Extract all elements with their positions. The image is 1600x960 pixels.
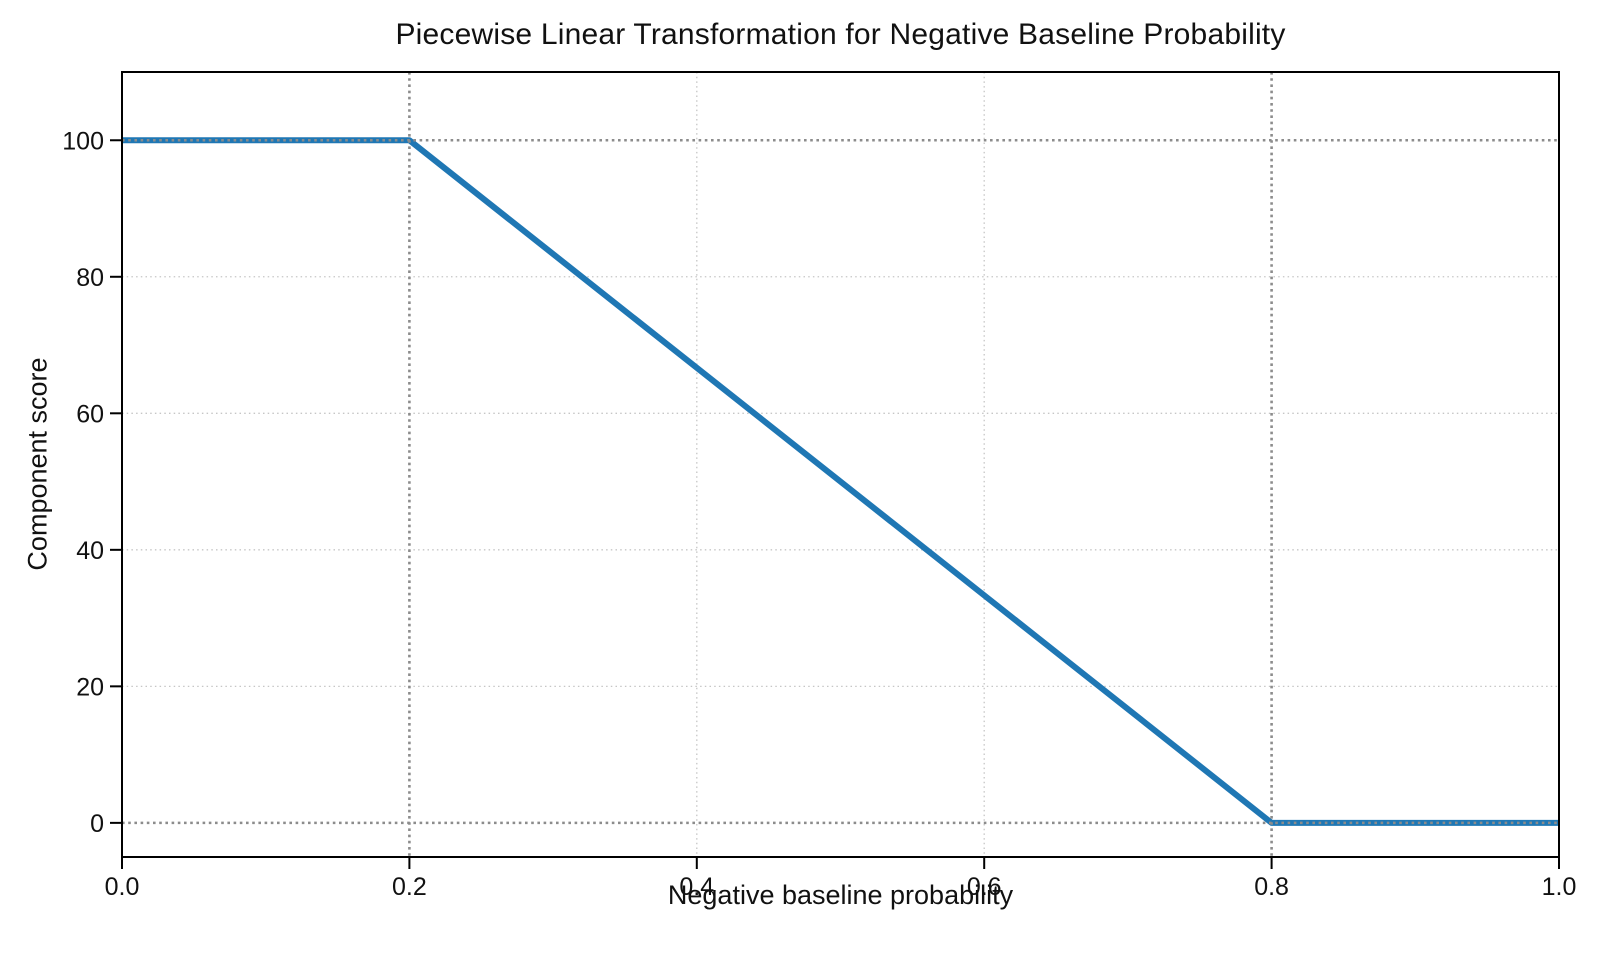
y-tick-label: 20 xyxy=(76,673,104,701)
y-axis-label: Component score xyxy=(22,357,53,571)
axes-spines xyxy=(121,71,1560,858)
series-line xyxy=(122,137,1559,826)
x-tick-label: 1.0 xyxy=(1542,873,1577,901)
x-tick-label: 0.8 xyxy=(1254,873,1289,901)
x-tick-label: 0.6 xyxy=(967,873,1002,901)
chart-title: Piecewise Linear Transformation for Nega… xyxy=(395,18,1286,51)
x-tick-label: 0.4 xyxy=(679,873,714,901)
x-tick-label: 0.2 xyxy=(392,873,427,901)
y-tick-label: 0 xyxy=(90,810,104,838)
y-tick-label: 60 xyxy=(76,400,104,428)
y-tick-label: 40 xyxy=(76,537,104,565)
x-axis-label: Negative baseline probability xyxy=(667,880,1014,910)
x-tick-label: 0.0 xyxy=(105,873,140,901)
y-tick-label: 80 xyxy=(76,264,104,292)
y-tick-label: 100 xyxy=(62,127,104,155)
